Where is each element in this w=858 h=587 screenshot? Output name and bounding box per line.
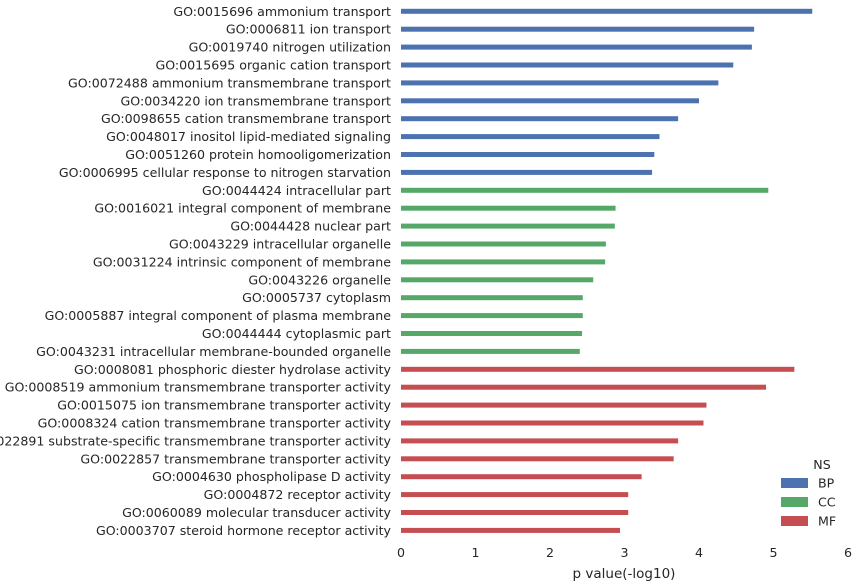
bar bbox=[401, 169, 653, 175]
category-label: GO:0031224 intrinsic component of membra… bbox=[93, 254, 391, 269]
legend-swatch bbox=[781, 516, 808, 526]
category-label: GO:0043229 intracellular organelle bbox=[169, 237, 391, 252]
category-label: GO:0016021 integral component of membran… bbox=[94, 201, 391, 216]
bar bbox=[401, 152, 655, 157]
x-tick-label: 6 bbox=[844, 545, 852, 560]
bar bbox=[401, 277, 594, 283]
x-tick-label: 3 bbox=[620, 545, 628, 560]
category-label: GO:0008081 phosphoric diester hydrolase … bbox=[74, 362, 392, 377]
bar bbox=[401, 116, 679, 122]
bar bbox=[401, 187, 769, 193]
legend-label: CC bbox=[818, 495, 836, 510]
bar bbox=[401, 223, 615, 229]
bar bbox=[401, 26, 755, 32]
category-label: GO:0043231 intracellular membrane-bounde… bbox=[36, 344, 391, 359]
x-axis-ticks: 0 1 2 3 4 5 6 bbox=[397, 545, 852, 560]
bar bbox=[401, 420, 704, 426]
category-label: GO:0005887 integral component of plasma … bbox=[45, 308, 392, 323]
category-label: GO:0008519 ammonium transmembrane transp… bbox=[5, 380, 392, 395]
bar bbox=[401, 259, 606, 265]
category-label: GO:0003707 steroid hormone receptor acti… bbox=[96, 523, 392, 538]
bar bbox=[401, 348, 580, 354]
bar bbox=[401, 98, 699, 104]
bar bbox=[401, 134, 660, 140]
bar bbox=[401, 62, 734, 68]
category-label: GO:0006995 cellular response to nitrogen… bbox=[59, 165, 391, 180]
bar bbox=[401, 80, 719, 86]
bar bbox=[401, 438, 679, 444]
category-label: GO:0022891 substrate-specific transmembr… bbox=[0, 433, 392, 448]
legend-swatch bbox=[781, 478, 808, 488]
category-labels: GO:0015696 ammonium transport GO:0006811 … bbox=[0, 4, 392, 538]
category-label: GO:0044428 nuclear part bbox=[230, 219, 391, 234]
legend: NS BP CC MF bbox=[781, 457, 836, 529]
category-label: GO:0004872 receptor activity bbox=[204, 487, 392, 502]
bar bbox=[401, 474, 642, 480]
x-tick-label: 5 bbox=[769, 545, 777, 560]
category-label: GO:0008324 cation transmembrane transpor… bbox=[38, 416, 392, 431]
category-label: GO:0048017 inositol lipid-mediated signa… bbox=[106, 129, 391, 144]
category-label: GO:0043226 organelle bbox=[248, 272, 391, 287]
bars-layer bbox=[401, 8, 813, 533]
category-label: GO:0051260 protein homooligomerization bbox=[125, 147, 391, 162]
category-label: GO:0015075 ion transmembrane transporter… bbox=[57, 398, 391, 413]
bar bbox=[401, 8, 813, 14]
category-label: GO:0034220 ion transmembrane transport bbox=[121, 93, 392, 108]
bar bbox=[401, 331, 583, 336]
x-tick-label: 2 bbox=[546, 545, 554, 560]
bar bbox=[401, 402, 707, 408]
bar bbox=[401, 313, 583, 319]
bar bbox=[401, 510, 629, 515]
bar bbox=[401, 241, 606, 247]
category-label: GO:0005737 cytoplasm bbox=[242, 290, 391, 305]
bar bbox=[401, 366, 795, 372]
category-label: GO:0022857 transmembrane transporter act… bbox=[80, 451, 391, 466]
category-label: GO:0015695 organic cation transport bbox=[155, 58, 391, 73]
bar bbox=[401, 295, 583, 301]
category-label: GO:0044424 intracellular part bbox=[202, 183, 391, 198]
category-label: GO:0004630 phospholipase D activity bbox=[152, 469, 391, 484]
bar bbox=[401, 384, 767, 390]
category-label: GO:0098655 cation transmembrane transpor… bbox=[101, 111, 391, 126]
x-tick-label: 1 bbox=[471, 545, 479, 560]
bar bbox=[401, 527, 621, 533]
category-label: GO:0015696 ammonium transport bbox=[173, 4, 391, 19]
bar bbox=[401, 456, 674, 462]
bar bbox=[401, 492, 629, 498]
x-tick-label: 4 bbox=[695, 545, 703, 560]
category-label: GO:0060089 molecular transducer activity bbox=[122, 505, 391, 520]
category-label: GO:0006811 ion transport bbox=[226, 22, 391, 37]
category-label: GO:0072488 ammonium transmembrane transp… bbox=[68, 75, 391, 90]
legend-entries: BP CC MF bbox=[781, 476, 836, 529]
x-axis-title: p value(-log10) bbox=[573, 566, 676, 582]
legend-label: BP bbox=[818, 476, 835, 491]
bar bbox=[401, 205, 616, 211]
legend-title: NS bbox=[813, 457, 830, 472]
legend-swatch bbox=[781, 497, 808, 507]
legend-label: MF bbox=[818, 514, 836, 529]
category-label: GO:0019740 nitrogen utilization bbox=[189, 40, 391, 55]
bar bbox=[401, 44, 752, 50]
category-label: GO:0044444 cytoplasmic part bbox=[202, 326, 391, 341]
x-tick-label: 0 bbox=[397, 545, 405, 560]
